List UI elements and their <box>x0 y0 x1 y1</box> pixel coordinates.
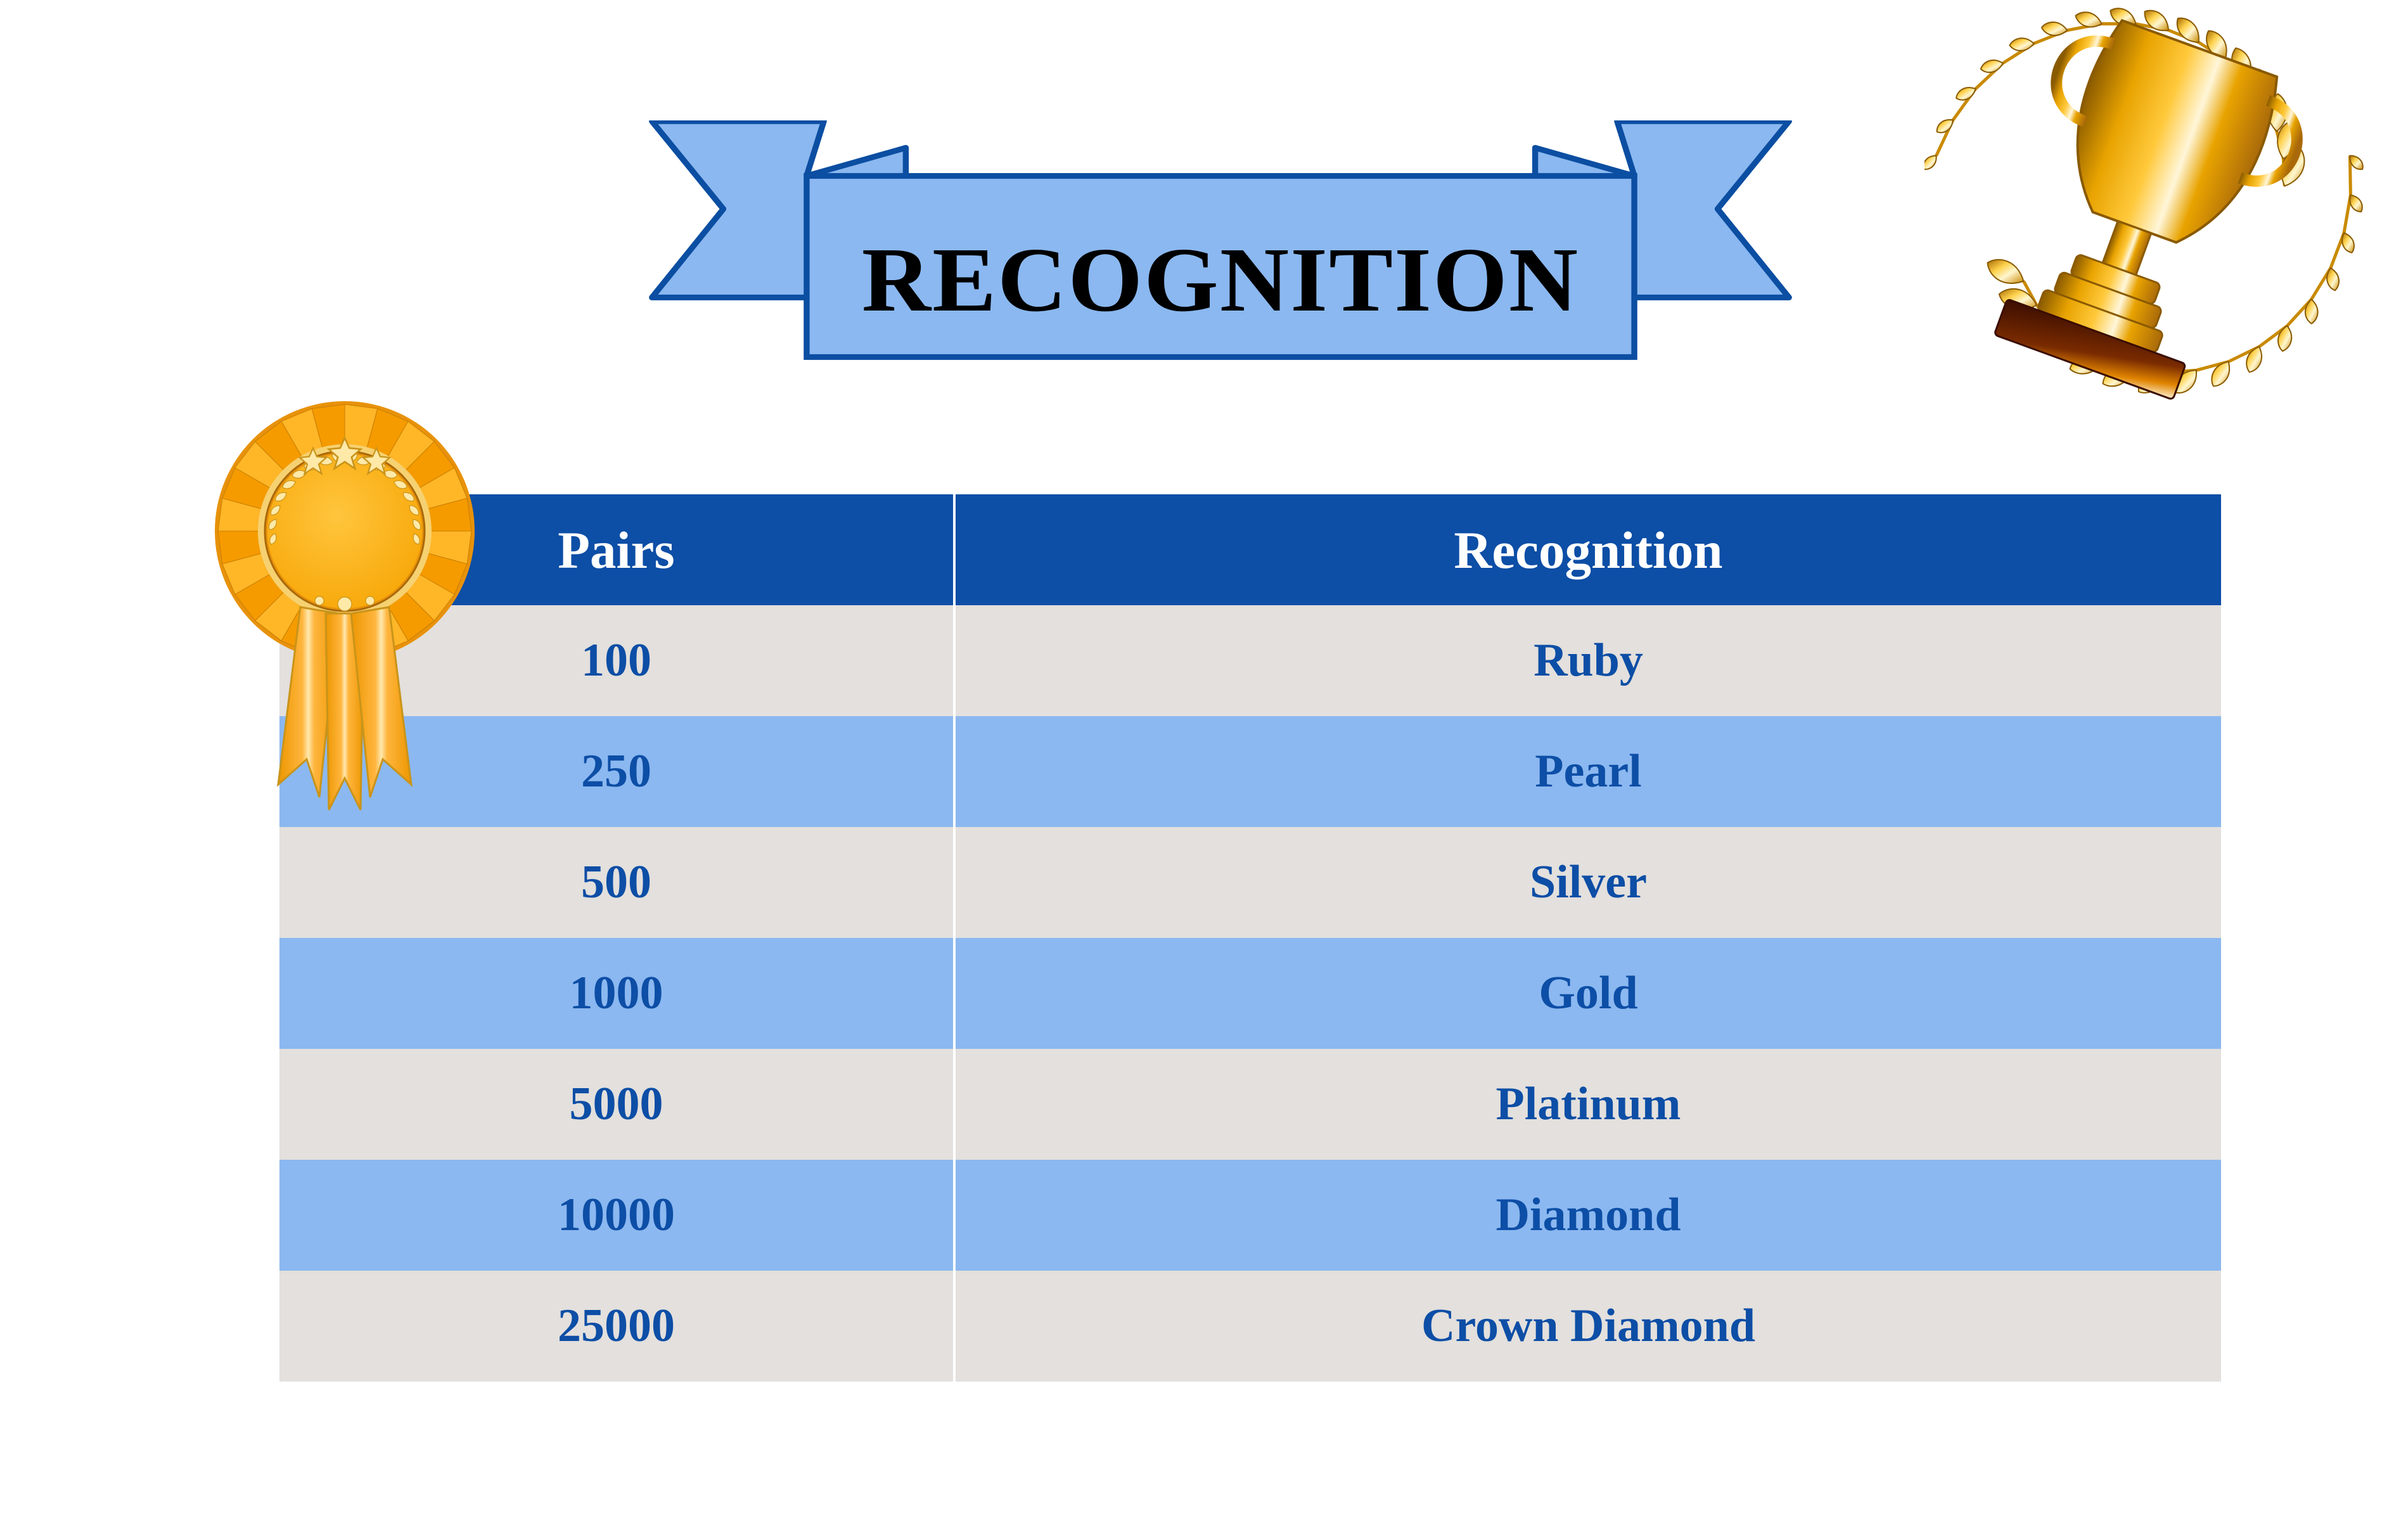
svg-text:RECOGNITION: RECOGNITION <box>862 229 1579 331</box>
